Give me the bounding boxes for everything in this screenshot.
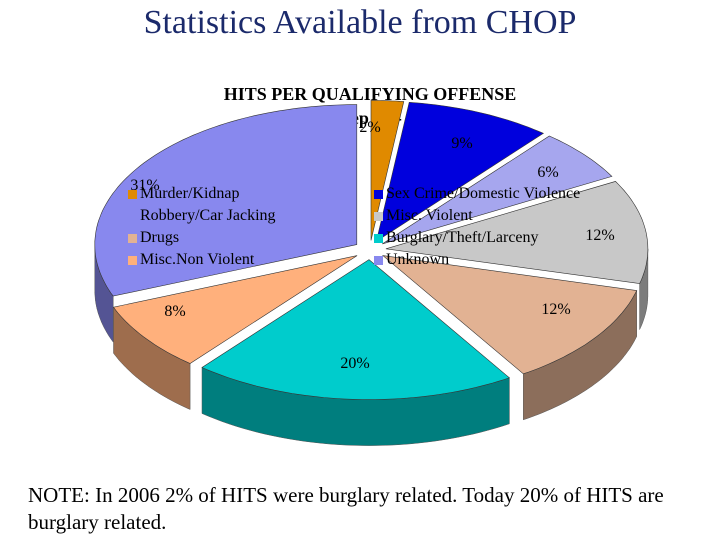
pie-data-label: 12% bbox=[541, 301, 570, 318]
pie-data-label: 2% bbox=[359, 119, 380, 136]
legend-label: Sex Crime/Domestic Violence bbox=[386, 185, 581, 202]
legend-item: Misc. Violent bbox=[374, 205, 580, 227]
pie-data-label: 8% bbox=[164, 303, 185, 320]
slide-title: Statistics Available from CHOP bbox=[143, 4, 577, 41]
pie-slice bbox=[201, 259, 511, 400]
pie-data-label: 6% bbox=[537, 164, 558, 181]
legend-swatch bbox=[128, 255, 137, 265]
legend-item: Unknown bbox=[374, 249, 580, 271]
pie-slice bbox=[370, 100, 405, 241]
legend-swatch bbox=[374, 211, 383, 221]
legend-left: Murder/Kidnap Robbery/Car Jacking Drugs … bbox=[128, 183, 276, 271]
legend-label: Misc.Non Violent bbox=[140, 251, 255, 268]
legend-swatch bbox=[374, 233, 383, 243]
legend-label: Burglary/Theft/Larceny bbox=[386, 229, 539, 246]
legend-label: Murder/Kidnap bbox=[140, 185, 240, 202]
chart-title: HITS PER QUALIFYING OFFENSE bbox=[223, 84, 517, 104]
legend-swatch bbox=[374, 189, 383, 199]
legend-label: Drugs bbox=[140, 229, 180, 246]
pie-chart: 2% 9% 6% 12% 12% 20% 8% 31% bbox=[94, 100, 649, 446]
legend-swatch bbox=[374, 255, 383, 265]
legend-item: Murder/Kidnap bbox=[128, 183, 276, 205]
footnote: NOTE: In 2006 2% of HITS were burglary r… bbox=[28, 483, 664, 534]
legend-swatch bbox=[128, 211, 137, 221]
pie-slice bbox=[382, 135, 613, 245]
legend-label: Unknown bbox=[386, 251, 450, 268]
pie-slice bbox=[112, 255, 358, 364]
pie-slice bbox=[385, 181, 649, 284]
pie-data-label: 20% bbox=[340, 355, 369, 372]
pie-data-label: 31% bbox=[130, 177, 159, 194]
legend-item: Misc.Non Violent bbox=[128, 249, 276, 271]
legend-item: Robbery/Car Jacking bbox=[128, 205, 276, 227]
legend-label: Robbery/Car Jacking bbox=[140, 207, 276, 224]
pie-data-label: 12% bbox=[585, 227, 614, 244]
legend-item: Sex Crime/Domestic Violence bbox=[374, 183, 580, 205]
legend-right: Sex Crime/Domestic Violence Misc. Violen… bbox=[374, 183, 580, 271]
legend-item: Drugs bbox=[128, 227, 276, 249]
pie-slice bbox=[381, 255, 638, 375]
legend-swatch bbox=[128, 233, 137, 243]
pie-data-label: 9% bbox=[451, 135, 472, 152]
legend-swatch bbox=[128, 189, 137, 199]
pie-slice bbox=[375, 101, 545, 242]
legend-item: Burglary/Theft/Larceny bbox=[374, 227, 580, 249]
pie-slice bbox=[94, 104, 358, 297]
legend-label: Misc. Violent bbox=[386, 207, 473, 224]
